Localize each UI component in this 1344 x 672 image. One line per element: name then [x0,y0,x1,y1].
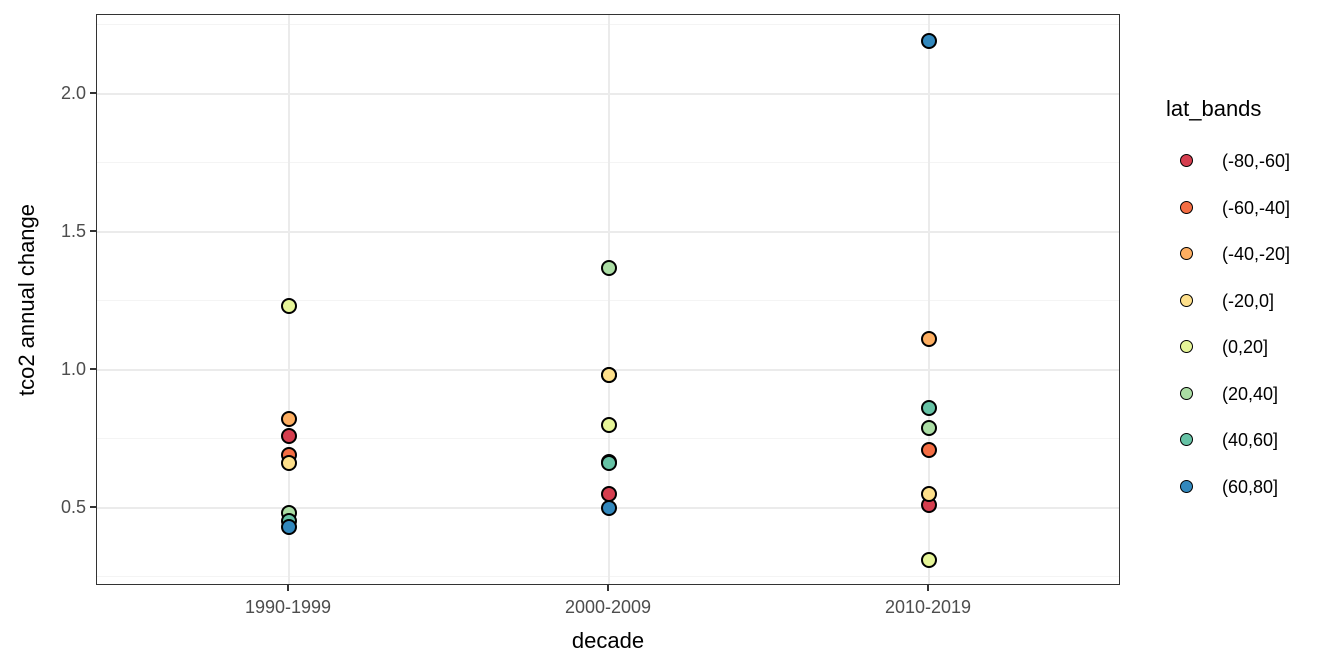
data-point [281,427,297,444]
legend-swatch-icon [1180,293,1193,307]
legend-item: (0,20] [1164,333,1344,361]
y-tick-mark [90,229,96,232]
y-tick-label: 1.0 [60,358,86,379]
data-point [281,455,297,472]
data-point [921,441,937,458]
legend-swatch-icon [1180,200,1193,214]
legend-item: (20,40] [1164,380,1344,408]
x-tick-label: 1990-1999 [244,597,332,617]
legend-item-label: (60,80] [1222,476,1279,497]
data-point [921,400,937,417]
legend-item-label: (-20,0] [1222,290,1275,311]
y-tick-mark [90,367,96,370]
data-point [601,259,617,276]
y-tick-mark [90,91,96,94]
x-tick-mark [607,585,609,591]
data-point [601,416,617,433]
legend-item: (60,80] [1164,473,1344,501]
data-point [281,298,297,315]
legend: lat_bands (-80,-60] (-60,-40] (-40,-20] (-2… [1164,94,1344,514]
legend-item-label: (-40,-20] [1222,244,1291,264]
legend-item-label: (0,20] [1222,337,1269,357]
x-axis-title: decade [571,628,645,653]
legend-item: (40,60] [1164,426,1344,454]
legend-item-label: (40,60] [1222,430,1279,450]
x-tick-label: 2010-2019 [884,597,972,617]
legend-title: lat_bands [1166,96,1262,121]
legend-swatch-icon [1180,340,1193,353]
legend-item: (-80,-60] [1164,147,1344,175]
gridline-major-x [608,15,610,584]
data-point [921,33,937,50]
gridline-major-x [928,15,930,584]
legend-swatch-icon [1180,154,1193,167]
data-point [921,485,937,502]
legend-swatch-icon [1180,386,1193,400]
data-point [601,499,617,516]
data-point [601,455,617,472]
legend-item: (-60,-40] [1164,194,1344,222]
data-point [921,331,937,348]
legend-item-label: (-60,-40] [1222,197,1291,218]
y-tick-label: 2.0 [60,82,86,103]
data-point [921,552,937,569]
legend-swatch-icon [1180,433,1193,446]
legend-item: (-40,-20] [1164,240,1344,268]
legend-swatch-icon [1180,479,1193,493]
data-point [281,411,297,428]
legend-item-label: (-80,-60] [1222,151,1291,171]
y-axis-title: tco2 annual change [14,203,39,397]
data-point [601,367,617,384]
data-point [921,419,937,436]
x-tick-mark [287,585,289,591]
legend-swatch-icon [1180,247,1193,260]
legend-item: (-20,0] [1164,287,1344,315]
x-tick-mark [927,585,929,591]
y-tick-mark [90,505,96,508]
x-tick-label: 2000-2009 [564,597,652,617]
legend-item-label: (20,40] [1222,383,1279,404]
data-point [281,518,297,535]
y-tick-label: 1.5 [60,220,86,241]
y-tick-label: 0.5 [60,496,86,517]
plot-panel [96,14,1120,585]
